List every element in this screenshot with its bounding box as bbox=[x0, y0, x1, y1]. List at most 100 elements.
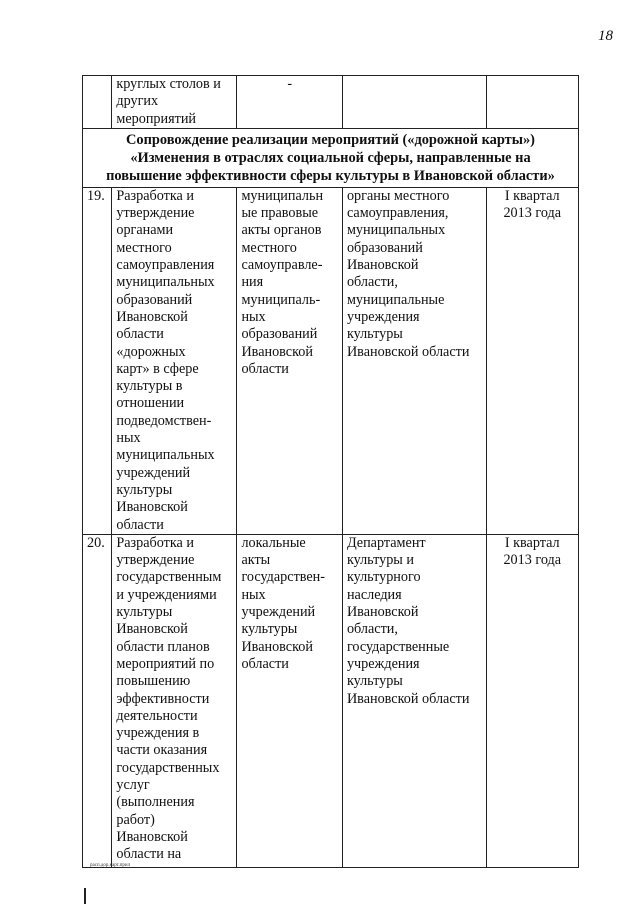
text-line: муниципальные bbox=[346, 291, 445, 308]
text-line: ных bbox=[116, 430, 141, 447]
text-line: Разработка и bbox=[116, 187, 194, 204]
text-line: «дорожных bbox=[116, 343, 186, 360]
cell-event: круглых столов и других мероприятий bbox=[111, 75, 238, 129]
cell-document: локальные акты государствен-ных учреждений к… bbox=[236, 533, 343, 868]
text-line: мероприятий по bbox=[116, 655, 215, 672]
table-row: 19. Разработка и утверждение органами местн… bbox=[81, 186, 580, 535]
text-line: Ивановской области bbox=[346, 343, 470, 360]
text-line: самоуправления bbox=[116, 257, 215, 274]
text-line: деятельности bbox=[116, 707, 198, 724]
text-line: учреждения bbox=[346, 655, 420, 672]
text-line: культуры bbox=[116, 604, 173, 621]
text-line: учреждения bbox=[346, 308, 420, 325]
text-line: учреждения в bbox=[116, 725, 200, 742]
text-line: Ивановской области bbox=[346, 690, 470, 707]
text-line: области на bbox=[116, 846, 182, 863]
text-line: образований bbox=[241, 326, 318, 343]
cell-responsible bbox=[341, 75, 487, 129]
cell-responsible: Департамент культуры и культурного наследия… bbox=[341, 533, 487, 868]
text-line: I квартал bbox=[504, 187, 560, 204]
text-line: (выполнения bbox=[116, 794, 195, 811]
cell-deadline bbox=[485, 75, 580, 129]
text-line: Ивановской bbox=[346, 604, 419, 621]
text-line: культурного bbox=[346, 569, 421, 586]
text-line: Ивановской bbox=[241, 638, 313, 655]
text-line: области bbox=[241, 655, 289, 672]
text-line: местного bbox=[116, 239, 172, 256]
text-line: повышению bbox=[116, 673, 191, 690]
file-footer: расп.дор.карт.прил bbox=[90, 863, 131, 868]
text-line: ных bbox=[241, 308, 266, 325]
text-line: муниципальных bbox=[346, 222, 446, 239]
text-line: наследия bbox=[346, 586, 402, 603]
text-line: мероприятий bbox=[116, 110, 197, 127]
text-line: круглых столов и bbox=[116, 76, 221, 92]
cell-number: 19. bbox=[81, 186, 113, 535]
text-line: эффективности bbox=[116, 690, 210, 707]
text-line: ые правовые bbox=[241, 205, 319, 222]
cell-event: Разработка и утверждение органами местного с… bbox=[111, 186, 238, 535]
scan-mark bbox=[84, 888, 86, 904]
section-header-row: Сопровождение реализации мероприятий («д… bbox=[82, 127, 579, 188]
cell-number bbox=[81, 75, 113, 129]
text-line: Ивановской bbox=[116, 828, 188, 845]
text-line: области bbox=[116, 516, 164, 533]
text-line: муниципальных bbox=[116, 274, 215, 291]
text-line: органы местного bbox=[346, 187, 450, 204]
text-line: культуры bbox=[241, 621, 298, 638]
text-line: 2013 года bbox=[503, 552, 562, 569]
text-line: утверждение bbox=[116, 552, 195, 569]
text-line: Департамент bbox=[346, 534, 426, 551]
cell-event: Разработка и утверждение государственным и … bbox=[111, 533, 238, 868]
text-line: образований bbox=[116, 291, 193, 308]
text-line: государственные bbox=[346, 638, 450, 655]
text-line: области, bbox=[346, 621, 398, 638]
text-line: области bbox=[116, 326, 164, 343]
text-line: ных bbox=[241, 586, 266, 603]
text-line: учреждений bbox=[116, 464, 191, 481]
text-line: I квартал bbox=[504, 534, 560, 551]
text-line: других bbox=[116, 93, 159, 110]
text-line: культуры bbox=[346, 673, 403, 690]
text-line: части оказания bbox=[116, 742, 208, 759]
text-line: муниципальн bbox=[241, 187, 324, 204]
text-line: местного bbox=[241, 239, 297, 256]
text-line: самоуправления, bbox=[346, 205, 449, 222]
text-line: культуры bbox=[116, 481, 173, 498]
text-line: акты органов bbox=[241, 222, 322, 239]
text-line: муниципальных bbox=[116, 447, 215, 464]
text-line: 2013 года bbox=[503, 205, 562, 222]
table-row: 20. Разработка и утверждение государственн… bbox=[81, 533, 580, 868]
page-number: 18 bbox=[598, 28, 613, 44]
text-line: Ивановской bbox=[116, 308, 188, 325]
text-line: области, bbox=[346, 274, 398, 291]
text-line: «Изменения в отраслях социальной сферы, … bbox=[130, 149, 531, 166]
text-line: карт» в сфере bbox=[116, 360, 199, 377]
text-line: культуры в bbox=[116, 378, 183, 395]
text-line: государствен- bbox=[241, 569, 325, 586]
text-line: и учреждениями bbox=[116, 586, 217, 603]
cell-deadline: I квартал 2013 года bbox=[485, 533, 580, 868]
text-line: утверждение bbox=[116, 205, 195, 222]
text-line: Разработка и bbox=[116, 534, 194, 551]
roadmap-table: круглых столов и других мероприятий - Сопр… bbox=[81, 75, 580, 868]
text-line: Ивановской bbox=[116, 621, 188, 638]
text-line: повышение эффективности сферы культуры в… bbox=[106, 167, 555, 184]
text-line: области планов bbox=[116, 638, 210, 655]
table-row-continuation: круглых столов и других мероприятий - bbox=[81, 75, 580, 129]
text-line: ния bbox=[241, 274, 264, 291]
section-header: Сопровождение реализации мероприятий («д… bbox=[82, 127, 579, 188]
cell-number: 20. bbox=[81, 533, 113, 868]
text-line: государственным bbox=[116, 569, 222, 586]
text-line: Ивановской bbox=[346, 257, 419, 274]
text-line: Ивановской bbox=[116, 499, 188, 516]
text-line: локальные bbox=[241, 534, 306, 551]
text-line: самоуправле- bbox=[241, 257, 323, 274]
text-line: государственных bbox=[116, 759, 220, 776]
text-line: Сопровождение реализации мероприятий («д… bbox=[126, 131, 535, 148]
cell-deadline: I квартал 2013 года bbox=[485, 186, 580, 535]
cell-responsible: органы местного самоуправления, муниципаль… bbox=[341, 186, 487, 535]
text-line: акты bbox=[241, 552, 271, 569]
text-line: муниципаль- bbox=[241, 291, 321, 308]
text-line: культуры и bbox=[346, 552, 414, 569]
